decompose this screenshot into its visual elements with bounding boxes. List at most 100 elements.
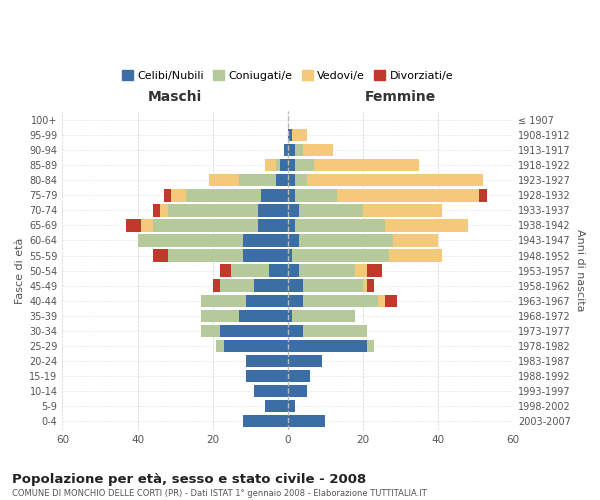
Bar [355,264,367,277]
Y-axis label: Fasce di età: Fasce di età [15,238,25,304]
Bar [288,400,295,412]
Bar [367,340,374,352]
Bar [258,220,288,232]
Text: Popolazione per età, sesso e stato civile - 2008: Popolazione per età, sesso e stato civil… [12,472,366,486]
Bar [307,174,483,186]
Bar [212,280,220,292]
Text: Maschi: Maschi [148,90,202,104]
Bar [277,174,288,186]
Bar [288,144,295,156]
Bar [209,174,239,186]
Legend: Celibi/Nubili, Coniugati/e, Vedovi/e, Divorziati/e: Celibi/Nubili, Coniugati/e, Vedovi/e, Di… [118,66,458,85]
Bar [239,310,288,322]
Bar [303,294,378,307]
Bar [220,264,232,277]
Bar [295,189,337,202]
Bar [288,385,307,397]
Bar [393,234,438,246]
Bar [303,324,367,337]
Bar [385,220,468,232]
Bar [367,264,382,277]
Bar [172,189,187,202]
Bar [288,370,310,382]
Bar [479,189,487,202]
Bar [288,280,303,292]
Bar [258,204,288,216]
Bar [363,204,442,216]
Bar [295,159,314,172]
Bar [152,250,167,262]
Bar [288,294,303,307]
Bar [288,324,303,337]
Bar [202,294,247,307]
Bar [224,340,288,352]
Bar [299,234,393,246]
Bar [288,204,299,216]
Bar [367,280,374,292]
Bar [378,294,385,307]
Bar [288,340,367,352]
Bar [288,220,295,232]
Bar [269,264,288,277]
Bar [284,144,288,156]
Bar [280,159,288,172]
Bar [292,129,307,141]
Bar [254,385,288,397]
Bar [292,250,389,262]
Bar [220,324,288,337]
Bar [167,204,258,216]
Bar [299,264,355,277]
Bar [265,400,288,412]
Bar [239,174,277,186]
Bar [160,204,167,216]
Bar [292,310,355,322]
Bar [337,189,479,202]
Bar [202,324,220,337]
Bar [247,294,288,307]
Bar [288,354,322,367]
Bar [288,159,295,172]
Bar [363,280,367,292]
Text: COMUNE DI MONCHIO DELLE CORTI (PR) - Dati ISTAT 1° gennaio 2008 - Elaborazione T: COMUNE DI MONCHIO DELLE CORTI (PR) - Dat… [12,489,427,498]
Bar [288,189,295,202]
Bar [247,370,288,382]
Bar [262,189,288,202]
Bar [220,280,254,292]
Bar [295,144,303,156]
Bar [385,294,397,307]
Bar [217,340,224,352]
Bar [314,159,419,172]
Bar [288,250,292,262]
Bar [126,220,141,232]
Bar [288,129,292,141]
Bar [242,250,288,262]
Bar [288,310,292,322]
Bar [187,189,262,202]
Bar [295,174,307,186]
Bar [167,250,242,262]
Bar [137,234,242,246]
Bar [242,234,288,246]
Bar [265,159,277,172]
Bar [277,159,280,172]
Bar [288,234,299,246]
Bar [254,280,288,292]
Bar [202,310,239,322]
Bar [288,415,325,428]
Bar [141,220,152,232]
Bar [288,174,295,186]
Bar [152,204,160,216]
Bar [247,354,288,367]
Bar [288,264,299,277]
Bar [389,250,442,262]
Bar [303,280,363,292]
Bar [299,204,363,216]
Bar [295,220,385,232]
Bar [242,415,288,428]
Y-axis label: Anni di nascita: Anni di nascita [575,230,585,312]
Bar [164,189,172,202]
Bar [152,220,258,232]
Bar [303,144,333,156]
Text: Femmine: Femmine [365,90,436,104]
Bar [232,264,269,277]
